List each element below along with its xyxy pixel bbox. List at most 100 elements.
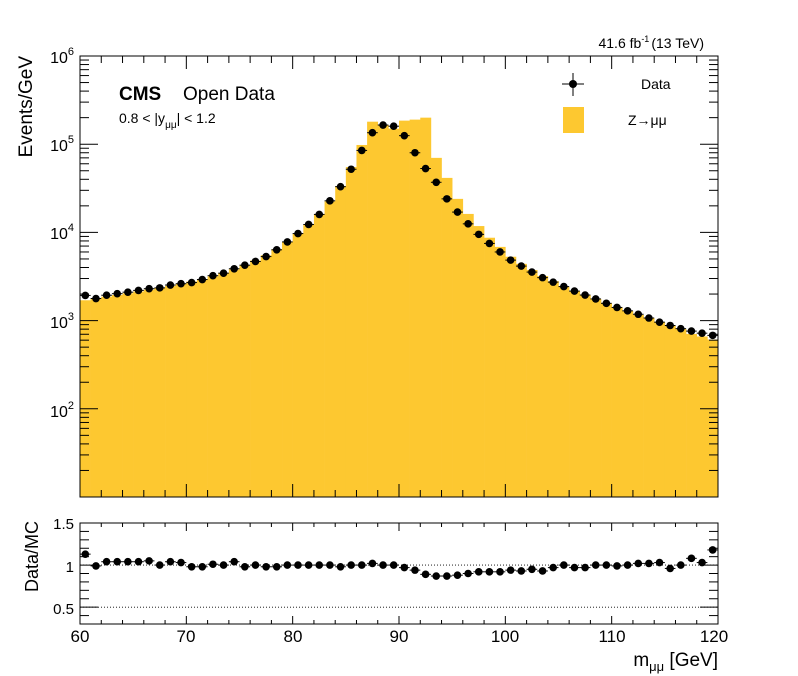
data-point [579, 291, 591, 299]
ratio-point [228, 557, 240, 566]
ratio-point-marker [92, 562, 100, 570]
ratio-point-marker [708, 546, 717, 554]
data-point-marker [581, 291, 589, 299]
ratio-point [399, 563, 410, 572]
mc-bar [292, 233, 304, 498]
ratio-point [420, 570, 431, 579]
mc-bar [111, 295, 123, 497]
data-point [80, 291, 91, 300]
ratio-point [505, 566, 516, 574]
mc-bar [686, 333, 698, 497]
data-point [484, 239, 495, 248]
data-point [282, 238, 293, 246]
data-point-marker [400, 131, 409, 140]
mc-bar [430, 157, 442, 497]
mc-bar [175, 283, 187, 497]
ratio-point-marker [421, 570, 430, 579]
mc-bar [452, 198, 464, 498]
ratio-point-marker [262, 562, 270, 571]
data-point [590, 295, 602, 303]
data-point-marker [411, 148, 419, 157]
mc-bar [335, 186, 347, 497]
ratio-x-ticks [79, 523, 719, 624]
data-point [303, 220, 314, 229]
ratio-point-marker [506, 566, 515, 574]
ratio-point-marker [209, 560, 217, 569]
data-point [686, 327, 697, 335]
data-point-marker [155, 284, 164, 292]
mc-bar [579, 295, 591, 497]
mc-bar [505, 256, 517, 497]
data-point [196, 275, 208, 284]
mc-bar [473, 226, 485, 498]
data-point-marker [81, 291, 90, 300]
data-point-marker [230, 264, 238, 273]
data-point [611, 303, 623, 312]
mc-bar [250, 260, 262, 497]
ratio-point [654, 558, 665, 567]
ratio-point-marker [81, 550, 90, 558]
ratio-point [80, 550, 91, 558]
data-point-marker [506, 256, 515, 264]
ratio-y-ticks [80, 522, 718, 617]
data-point [707, 331, 718, 340]
ratio-point-marker [634, 559, 643, 568]
ratio-point [430, 572, 442, 580]
data-point [175, 279, 187, 288]
data-point [367, 128, 378, 137]
mc-bar [80, 300, 91, 497]
ratio-point-marker [453, 571, 462, 579]
ratio-point [186, 562, 197, 571]
mc-bar [239, 265, 251, 497]
data-point-marker [368, 128, 377, 137]
ratio-point-marker [655, 558, 664, 567]
data-point [505, 256, 516, 264]
ratio-point-marker [485, 568, 494, 576]
ratio-point [601, 561, 612, 569]
main-y-axis-label: Events/GeV [16, 56, 37, 158]
data-point-marker [623, 307, 632, 315]
mc-bar [101, 296, 113, 497]
ratio-point-marker [517, 567, 526, 575]
ratio-point [537, 567, 548, 575]
ratio-point-marker [389, 561, 398, 569]
ratio-point [462, 569, 474, 578]
mc-bar [494, 246, 506, 497]
data-point [643, 314, 655, 322]
data-point [547, 278, 559, 286]
data-point [494, 248, 506, 256]
mc-bar [654, 321, 666, 497]
mc-bar [356, 144, 368, 497]
data-point [632, 310, 644, 319]
mc-bar [462, 213, 474, 497]
mc-bar [526, 269, 538, 497]
ratio-panel: 0.5 1 1.5 Data/MC 60 70 80 90 100 110 12… [22, 516, 728, 674]
ratio-point-marker [177, 558, 185, 567]
data-point-marker [432, 178, 441, 187]
ratio-point-marker [549, 563, 557, 572]
data-point-marker [676, 324, 685, 333]
ratio-point [377, 561, 389, 569]
ratio-point [590, 561, 602, 569]
data-point-marker [304, 220, 313, 229]
ratio-point [558, 561, 570, 569]
data-point-marker [687, 327, 696, 335]
x-tick-label: 60 [71, 627, 90, 646]
data-point [696, 329, 708, 337]
ratio-point-marker [666, 564, 674, 573]
ratio-point-marker [560, 561, 568, 569]
data-point [420, 164, 431, 173]
ratio-point-marker [315, 561, 324, 569]
ratio-point-marker [294, 561, 302, 569]
data-point [356, 146, 368, 155]
ratio-point-marker [379, 561, 387, 569]
mc-bar [590, 298, 602, 497]
data-point [462, 220, 474, 228]
mc-bar [611, 307, 623, 497]
mc-bar [409, 119, 421, 498]
ratio-point-marker [283, 561, 292, 569]
mc-bar [601, 303, 612, 497]
data-point-marker [421, 164, 430, 173]
mc-bar [154, 287, 166, 497]
data-point-marker [453, 208, 462, 216]
